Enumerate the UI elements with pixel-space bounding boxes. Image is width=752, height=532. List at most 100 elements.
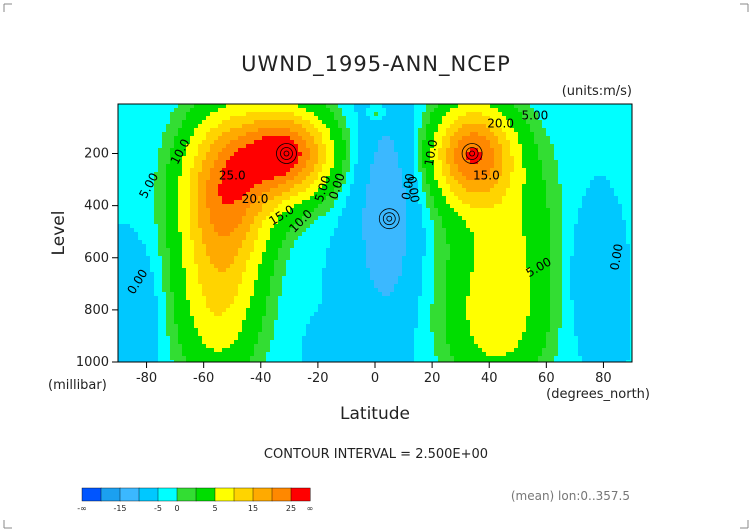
field-cell xyxy=(230,340,235,345)
field-cell xyxy=(330,272,335,277)
field-cell xyxy=(270,200,275,205)
field-cell xyxy=(154,336,159,341)
field-cell xyxy=(138,176,143,181)
field-cell xyxy=(294,200,299,205)
field-cell xyxy=(258,284,263,289)
field-cell xyxy=(202,324,207,329)
field-cell xyxy=(146,148,151,153)
field-cell xyxy=(246,176,251,181)
field-cell xyxy=(310,112,315,117)
field-cell xyxy=(122,120,127,125)
field-cell xyxy=(170,328,175,333)
field-cell xyxy=(146,340,151,345)
field-cell xyxy=(130,232,135,237)
field-cell xyxy=(346,244,351,249)
field-cell xyxy=(366,176,371,181)
field-cell xyxy=(178,352,183,357)
field-cell xyxy=(414,112,419,117)
field-cell xyxy=(154,148,159,153)
field-cell xyxy=(386,104,391,109)
field-cell xyxy=(410,360,415,363)
field-cell xyxy=(378,152,383,157)
field-cell xyxy=(314,120,319,125)
field-cell xyxy=(414,260,419,265)
field-cell xyxy=(266,224,271,229)
field-cell xyxy=(366,156,371,161)
field-cell xyxy=(338,148,343,153)
field-cell xyxy=(406,336,411,341)
field-cell xyxy=(414,120,419,125)
field-cell xyxy=(422,152,427,157)
field-cell xyxy=(118,256,123,261)
field-cell xyxy=(374,160,379,165)
field-cell xyxy=(298,164,303,169)
field-cell xyxy=(146,120,151,125)
field-cell xyxy=(202,260,207,265)
field-cell xyxy=(310,252,315,257)
field-cell xyxy=(274,308,279,313)
field-cell xyxy=(390,284,395,289)
field-cell xyxy=(394,160,399,165)
field-cell xyxy=(374,108,379,113)
field-cell xyxy=(390,128,395,133)
field-cell xyxy=(274,256,279,261)
field-cell xyxy=(318,172,323,177)
field-cell xyxy=(146,264,151,269)
field-cell xyxy=(358,276,363,281)
field-cell xyxy=(214,200,219,205)
field-cell xyxy=(122,260,127,265)
field-cell xyxy=(238,340,243,345)
field-cell xyxy=(398,272,403,277)
field-cell xyxy=(214,128,219,133)
field-cell xyxy=(374,248,379,253)
field-cell xyxy=(142,152,147,157)
field-cell xyxy=(338,360,343,363)
field-cell xyxy=(318,228,323,233)
field-cell xyxy=(342,324,347,329)
field-cell xyxy=(122,248,127,253)
field-cell xyxy=(390,140,395,145)
field-cell xyxy=(310,224,315,229)
field-cell xyxy=(234,312,239,317)
field-cell xyxy=(306,232,311,237)
field-cell xyxy=(162,104,167,109)
field-cell xyxy=(182,348,187,353)
field-cell xyxy=(318,240,323,245)
field-cell xyxy=(374,180,379,185)
field-cell xyxy=(126,240,131,245)
field-cell xyxy=(422,288,427,293)
field-cell xyxy=(158,212,163,217)
field-cell xyxy=(282,324,287,329)
field-cell xyxy=(158,164,163,169)
field-cell xyxy=(142,332,147,337)
field-cell xyxy=(382,212,387,217)
field-cell xyxy=(286,260,291,265)
field-cell xyxy=(238,132,243,137)
field-cell xyxy=(170,336,175,341)
field-cell xyxy=(386,200,391,205)
field-cell xyxy=(338,276,343,281)
field-cell xyxy=(250,268,255,273)
field-cell xyxy=(134,316,139,321)
field-cell xyxy=(250,208,255,213)
field-cell xyxy=(358,284,363,289)
field-cell xyxy=(386,172,391,177)
field-cell xyxy=(170,124,175,129)
field-cell xyxy=(158,116,163,121)
field-cell xyxy=(202,120,207,125)
field-cell xyxy=(278,360,283,363)
field-cell xyxy=(414,256,419,261)
field-cell xyxy=(390,348,395,353)
field-cell xyxy=(334,356,339,361)
field-cell xyxy=(414,124,419,129)
field-cell xyxy=(174,220,179,225)
field-cell xyxy=(322,332,327,337)
field-cell xyxy=(358,232,363,237)
field-cell xyxy=(366,220,371,225)
field-cell xyxy=(130,320,135,325)
field-cell xyxy=(218,352,223,357)
field-cell xyxy=(310,284,315,289)
field-cell xyxy=(374,284,379,289)
field-cell xyxy=(358,348,363,353)
field-cell xyxy=(278,260,283,265)
